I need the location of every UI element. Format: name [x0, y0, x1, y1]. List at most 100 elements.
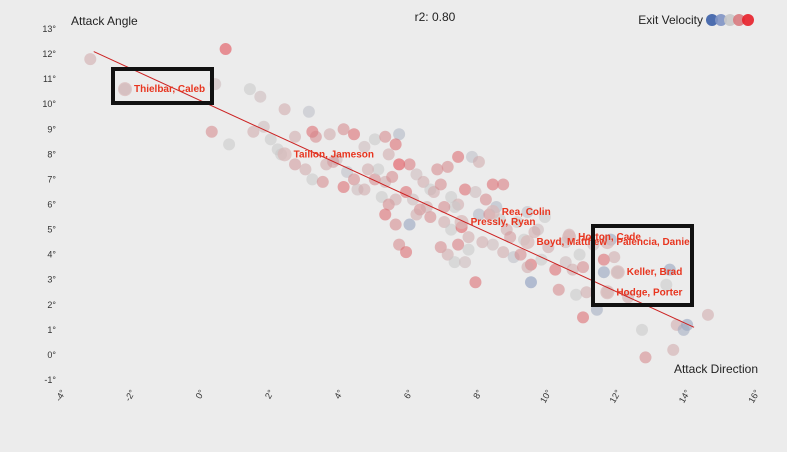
data-point: [389, 218, 402, 231]
point-label: Hodge, Porter: [616, 287, 682, 298]
data-point: [472, 155, 485, 168]
data-point: [542, 241, 555, 254]
x-axis-label: Attack Direction: [674, 362, 758, 376]
data-point: [445, 223, 458, 236]
data-point: [514, 248, 527, 261]
data-point: [573, 248, 586, 261]
y-tick-label: 13°: [42, 24, 56, 34]
data-point: [504, 231, 517, 244]
data-point: [479, 193, 492, 206]
data-point: [636, 323, 649, 336]
data-point: [441, 160, 454, 173]
data-point: [420, 201, 433, 214]
data-point: [389, 138, 402, 151]
data-point: [521, 206, 534, 219]
data-point: [459, 256, 472, 269]
data-point: [368, 133, 381, 146]
data-point: [462, 243, 475, 256]
data-point: [382, 148, 395, 161]
data-point: [289, 130, 302, 143]
point-labels: Thielbar, Caleb Taillon, Jameson Rea, Coli…: [134, 84, 693, 298]
labeled-data-point: [600, 235, 615, 250]
labeled-data-point: [277, 147, 292, 162]
data-point: [535, 253, 548, 266]
points-layer: [84, 43, 714, 364]
data-point: [570, 288, 583, 301]
data-point: [452, 238, 465, 251]
point-label: Rea, Colin: [502, 207, 551, 218]
data-point: [348, 128, 361, 141]
data-point: [257, 120, 270, 133]
data-point: [316, 175, 329, 188]
y-tick-label: -1°: [44, 375, 56, 385]
data-point: [459, 183, 472, 196]
legend-swatch: [715, 14, 727, 26]
y-tick-label: 11°: [43, 74, 56, 84]
data-point: [608, 251, 621, 264]
data-point: [247, 125, 260, 138]
data-point: [223, 138, 236, 151]
point-label: Horton, Cade: [578, 232, 641, 243]
data-point: [379, 208, 392, 221]
y-tick-label: 5°: [47, 225, 56, 235]
data-point: [289, 158, 302, 171]
data-point: [299, 163, 312, 176]
data-point: [552, 283, 565, 296]
labeled-data-point: [454, 215, 469, 230]
point-label: Boyd, Matthew: [537, 237, 608, 248]
data-point: [528, 226, 541, 239]
data-point: [511, 216, 524, 229]
data-point: [549, 263, 562, 276]
data-point: [580, 286, 593, 299]
data-point: [577, 261, 590, 274]
legend-swatches: [706, 14, 754, 26]
y-tick-label: 10°: [42, 99, 56, 109]
legend-swatch: [742, 14, 754, 26]
chart-title: r2: 0.80: [415, 10, 456, 24]
y-axis-ticks: -1° 0° 1° 2° 3° 4° 5° 6° 7° 8° 9° 10° 11° 12° 13°: [42, 24, 56, 385]
data-point: [486, 238, 499, 251]
data-point: [476, 236, 489, 249]
highlight-box-thielbar: [111, 67, 214, 105]
data-point: [577, 311, 590, 324]
highlight-box-right-cluster: [591, 224, 694, 307]
data-point: [462, 231, 475, 244]
data-point: [663, 263, 676, 276]
data-point: [389, 193, 402, 206]
data-point: [302, 105, 315, 118]
data-point: [524, 276, 537, 289]
data-point: [337, 123, 350, 136]
data-point: [521, 261, 534, 274]
data-point: [278, 103, 291, 116]
y-tick-label: 4°: [47, 250, 56, 260]
data-point: [348, 173, 361, 186]
point-label: Pressly, Ryan: [471, 217, 536, 228]
data-point: [309, 130, 322, 143]
data-point: [393, 158, 406, 171]
data-point: [438, 201, 451, 214]
y-tick-label: 3°: [47, 275, 56, 285]
data-point: [448, 201, 461, 214]
data-point: [497, 246, 510, 259]
data-point: [254, 90, 267, 103]
data-point: [424, 211, 437, 224]
y-tick-label: 8°: [47, 149, 56, 159]
y-tick-label: 6°: [47, 200, 56, 210]
labeled-data-point: [520, 235, 535, 250]
data-point: [431, 163, 444, 176]
data-point: [677, 323, 690, 336]
point-label: Palencia, Daniel: [616, 237, 692, 248]
data-point: [306, 173, 319, 186]
data-point: [243, 83, 256, 96]
data-point: [434, 178, 447, 191]
data-point: [205, 125, 218, 138]
data-point: [597, 253, 610, 266]
data-point: [472, 208, 485, 221]
data-point: [323, 128, 336, 141]
data-point: [660, 278, 673, 291]
data-point: [538, 211, 551, 224]
data-point: [358, 140, 371, 153]
data-point: [701, 308, 714, 321]
legend-swatch: [706, 14, 718, 26]
